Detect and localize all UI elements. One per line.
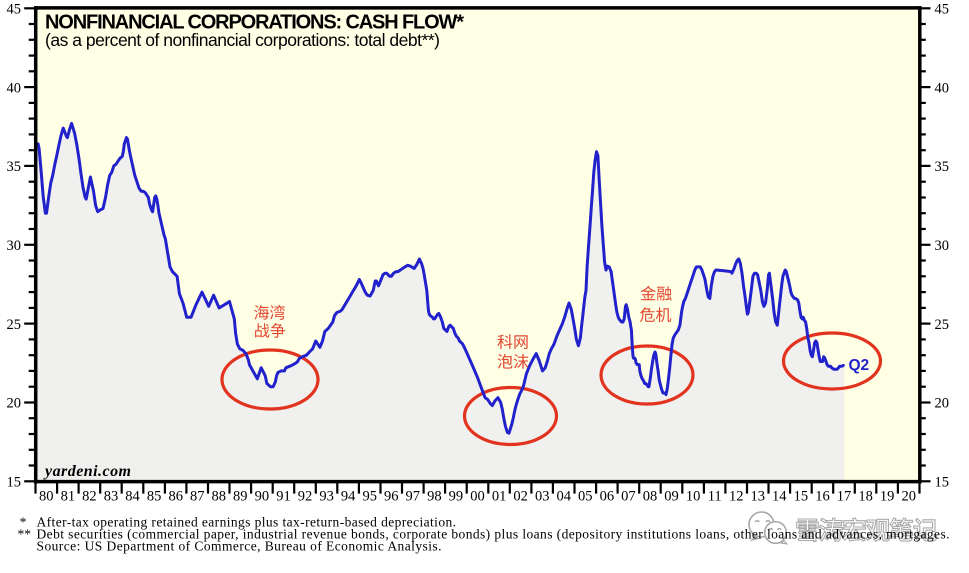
svg-text:18: 18 [858, 488, 873, 504]
svg-text:17: 17 [837, 488, 852, 504]
svg-text:87: 87 [190, 488, 205, 504]
svg-text:07: 07 [621, 488, 636, 504]
svg-text:80: 80 [39, 488, 54, 504]
svg-text:13: 13 [751, 488, 766, 504]
svg-text:35: 35 [7, 159, 22, 175]
svg-text:**: ** [18, 527, 32, 542]
svg-text:30: 30 [935, 238, 950, 254]
svg-text:11: 11 [708, 488, 722, 504]
svg-text:30: 30 [7, 238, 22, 254]
svg-text:94: 94 [341, 488, 356, 504]
svg-text:12: 12 [729, 488, 744, 504]
svg-text:09: 09 [664, 488, 679, 504]
svg-text:40: 40 [935, 80, 950, 96]
svg-text:97: 97 [406, 488, 421, 504]
svg-text:96: 96 [384, 488, 399, 504]
svg-text:10: 10 [686, 488, 701, 504]
svg-text:20: 20 [901, 488, 916, 504]
svg-text:19: 19 [880, 488, 895, 504]
svg-text:99: 99 [449, 488, 464, 504]
svg-text:02: 02 [513, 488, 528, 504]
svg-text:(as a percent of nonfinancial: (as a percent of nonfinancial corporatio… [45, 30, 440, 50]
svg-text:Source: US Department of Comme: Source: US Department of Commerce, Burea… [37, 539, 442, 554]
svg-text:After-tax operating retained e: After-tax operating retained earnings pl… [37, 515, 456, 530]
svg-text:84: 84 [125, 488, 140, 504]
svg-text:45: 45 [7, 2, 22, 18]
svg-text:01: 01 [492, 488, 507, 504]
svg-text:93: 93 [319, 488, 334, 504]
svg-text:06: 06 [600, 488, 615, 504]
svg-text:yardeni.com: yardeni.com [43, 463, 131, 480]
svg-text:*: * [20, 515, 27, 530]
svg-text:85: 85 [147, 488, 162, 504]
svg-text:83: 83 [104, 488, 119, 504]
svg-text:16: 16 [815, 488, 830, 504]
svg-text:15: 15 [935, 475, 950, 491]
svg-text:91: 91 [276, 488, 291, 504]
svg-text:89: 89 [233, 488, 248, 504]
svg-text:45: 45 [935, 2, 950, 18]
svg-text:08: 08 [643, 488, 658, 504]
svg-text:15: 15 [794, 488, 809, 504]
svg-text:05: 05 [578, 488, 593, 504]
svg-text:Q2: Q2 [849, 357, 870, 374]
svg-text:40: 40 [7, 80, 22, 96]
svg-text:20: 20 [7, 396, 22, 412]
svg-text:25: 25 [935, 317, 950, 333]
svg-text:81: 81 [61, 488, 76, 504]
svg-text:86: 86 [168, 488, 183, 504]
svg-text:25: 25 [7, 317, 22, 333]
svg-text:98: 98 [427, 488, 442, 504]
svg-text:15: 15 [7, 475, 22, 491]
svg-text:Debt securities (commercial pa: Debt securities (commercial paper, indus… [37, 527, 950, 542]
svg-text:20: 20 [935, 396, 950, 412]
svg-text:95: 95 [362, 488, 377, 504]
svg-text:92: 92 [298, 488, 313, 504]
svg-text:90: 90 [255, 488, 270, 504]
svg-text:14: 14 [772, 488, 787, 504]
svg-text:NONFINANCIAL CORPORATIONS: CAS: NONFINANCIAL CORPORATIONS: CASH FLOW* [45, 12, 464, 34]
svg-text:04: 04 [556, 488, 571, 504]
svg-text:00: 00 [470, 488, 485, 504]
svg-text:82: 82 [82, 488, 97, 504]
svg-text:88: 88 [212, 488, 227, 504]
svg-text:35: 35 [935, 159, 950, 175]
svg-text:03: 03 [535, 488, 550, 504]
